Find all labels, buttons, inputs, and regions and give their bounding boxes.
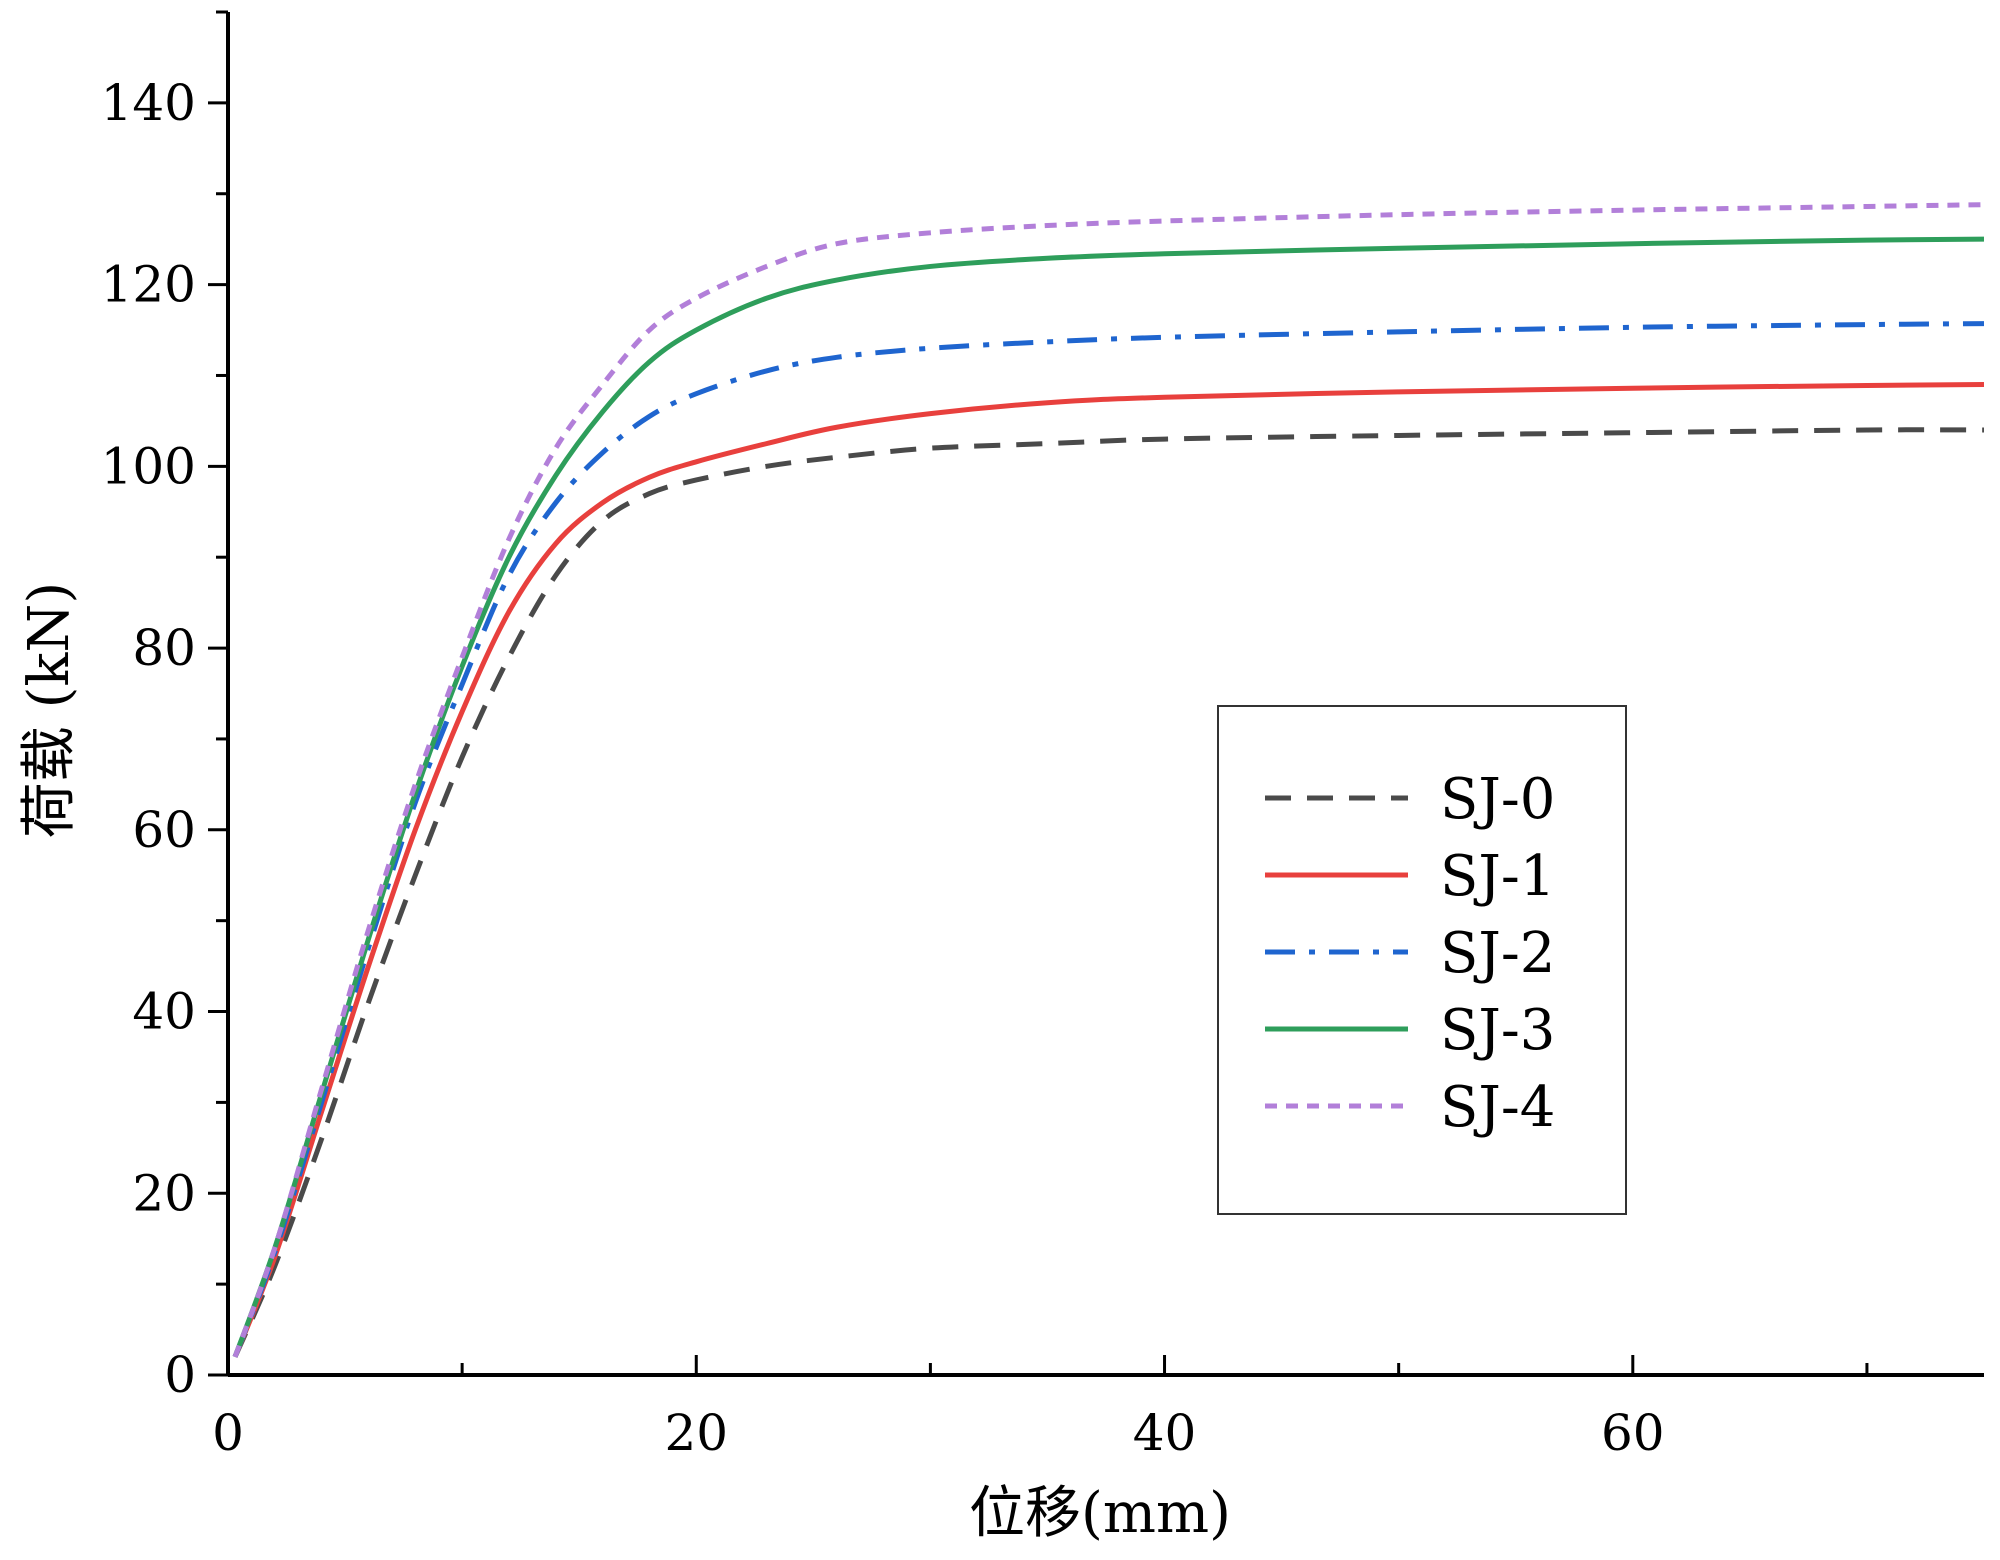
series-lines: [232, 202, 1985, 1358]
legend-label-sj-1: SJ-1: [1440, 844, 1555, 909]
y-tick-label: 140: [101, 74, 196, 132]
legend-box: [1217, 705, 1627, 1215]
series-line-sj-1: [232, 382, 1985, 1358]
x-tick-label: 60: [1601, 1404, 1665, 1462]
y-tick-label: 120: [101, 256, 196, 314]
series-line-sj-0: [232, 427, 1985, 1358]
series-line-sj-4: [232, 202, 1985, 1358]
y-axis-title: 荷载 (kN): [17, 582, 82, 838]
x-tick-label: 0: [212, 1404, 244, 1462]
y-tick-label: 0: [164, 1346, 196, 1404]
x-axis-title: 位移(mm): [969, 1481, 1231, 1546]
series-line-sj-3: [232, 236, 1985, 1358]
y-tick-label: 20: [132, 1164, 196, 1222]
series-line-sj-2: [232, 321, 1985, 1358]
legend-label-sj-3: SJ-3: [1440, 998, 1555, 1063]
y-tick-label: 100: [101, 437, 196, 495]
y-tick-label: 40: [132, 983, 196, 1041]
x-tick-label: 40: [1133, 1404, 1197, 1462]
legend: SJ-0 SJ-1 SJ-2 SJ-3 SJ-4: [1217, 705, 1627, 1215]
legend-label-sj-2: SJ-2: [1440, 921, 1555, 986]
axes: 0 20 40 60 0 20 40 60 80 100 120 140: [101, 10, 1984, 1462]
x-tick-label: 20: [664, 1404, 728, 1462]
y-tick-label: 80: [132, 619, 196, 677]
y-tick-label: 60: [132, 801, 196, 859]
legend-label-sj-0: SJ-0: [1440, 767, 1555, 832]
legend-label-sj-4: SJ-4: [1440, 1075, 1555, 1140]
